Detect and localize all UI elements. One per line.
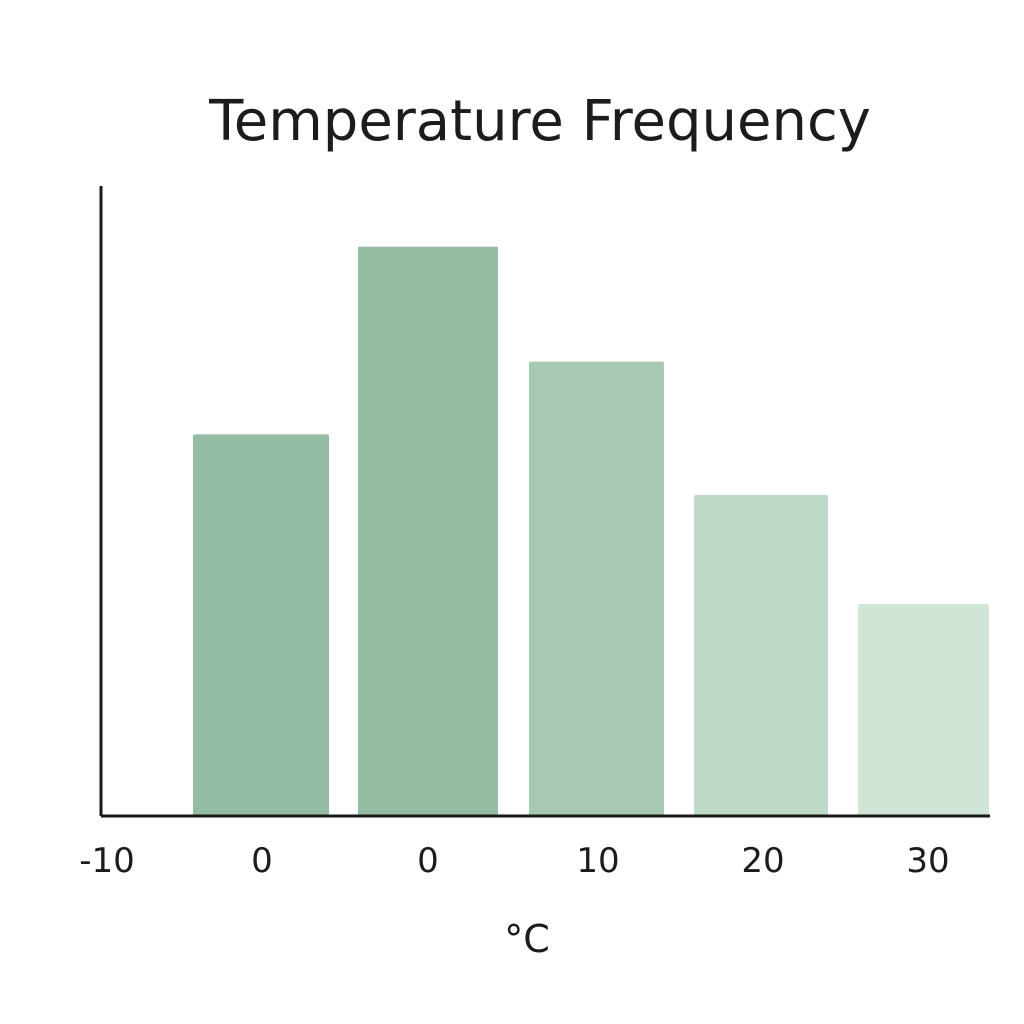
x-tick-label: 30 (906, 841, 949, 881)
x-tick-label: 0 (251, 841, 273, 881)
x-tick-label: 20 (741, 841, 784, 881)
bar-4 (694, 494, 828, 816)
chart-title: Temperature Frequency (208, 89, 871, 154)
bars-group (193, 246, 989, 817)
bar-3 (529, 361, 664, 816)
x-tick-label: 10 (576, 841, 619, 881)
bar-5 (858, 603, 989, 816)
x-tick-label: 0 (417, 841, 439, 881)
bar-2 (358, 246, 498, 817)
x-tick-label: -10 (79, 841, 135, 881)
bar-1 (193, 434, 329, 816)
x-axis-label: °C (504, 917, 550, 961)
x-tick-labels: -10 0 0 10 20 30 (79, 841, 949, 881)
